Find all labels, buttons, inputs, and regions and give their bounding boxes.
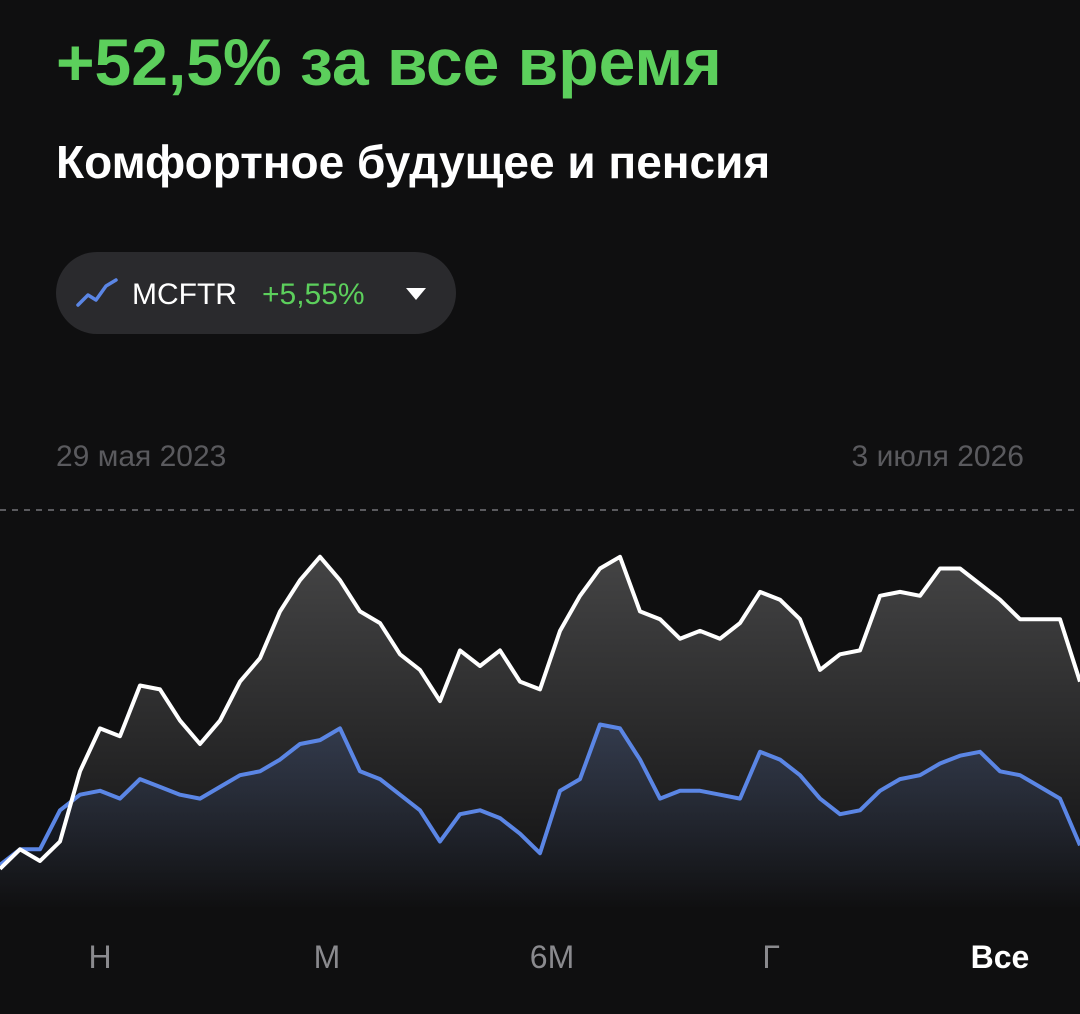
chip-icon	[76, 278, 118, 307]
dropdown-arrow	[406, 288, 426, 300]
series-line	[0, 554, 1080, 871]
benchmark-name: MCFTR	[132, 278, 237, 311]
series-line	[0, 722, 1080, 867]
period-tabs: Н М 6М Г Все	[88, 939, 1029, 975]
start-date: 29 мая 2023	[56, 440, 226, 473]
period-tab[interactable]: 6М	[530, 939, 574, 975]
subtitle: Комфортное будущее и пенсия	[56, 136, 770, 188]
benchmark-chip[interactable]: MCFTR +5,55%	[56, 252, 456, 334]
end-date: 3 июля 2026	[852, 440, 1024, 473]
period-tab[interactable]: М	[314, 939, 341, 975]
period-tab[interactable]: Г	[762, 939, 779, 975]
title: +52,5% за все время	[56, 25, 722, 99]
plot	[0, 554, 1080, 910]
period-tab[interactable]: Н	[88, 939, 111, 975]
benchmark-change: +5,55%	[262, 278, 365, 311]
area-fill	[0, 724, 1080, 910]
period-tab[interactable]: Все	[971, 939, 1030, 975]
chip-background[interactable]	[56, 252, 456, 334]
